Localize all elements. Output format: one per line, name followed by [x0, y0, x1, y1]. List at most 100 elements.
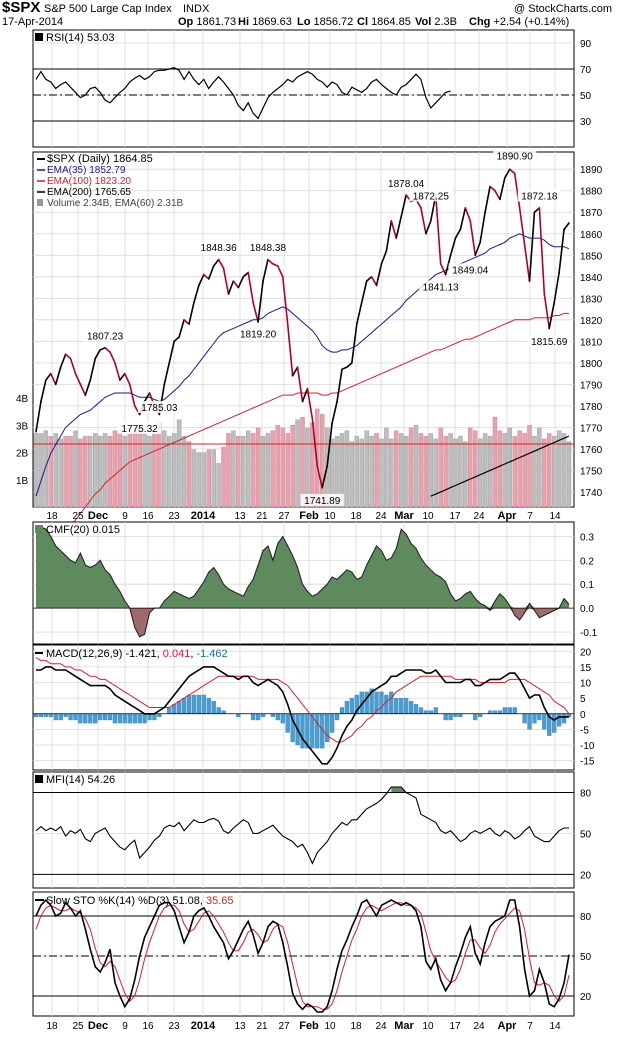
panel-rsi: 30 50 70 90 RSI(14) 53.03: [32, 29, 592, 148]
legend-swatch: [35, 33, 43, 41]
panel-title-part: Slow STO %K(14) %D(3) 51.08,: [46, 895, 206, 907]
volume-bar: [517, 430, 522, 508]
volume-bar: [473, 430, 478, 508]
quote-label: Op: [178, 16, 196, 28]
x-tick-label: 2014: [191, 1020, 216, 1032]
annotation-bg: [197, 240, 241, 253]
price-segment: [508, 168, 516, 175]
price-segment: [188, 301, 195, 325]
annotation-bg: [517, 189, 561, 202]
price-segment: [183, 319, 190, 325]
quote-op: Op 1861.73: [178, 16, 236, 28]
panel-frame: [32, 29, 575, 148]
macd-histogram-bar: [127, 713, 132, 724]
macd-histogram-bar: [443, 713, 448, 721]
copyright-label[interactable]: @ StockCharts.com: [514, 3, 612, 15]
y-tick-label: 1740: [580, 488, 603, 499]
x-axis-bottom: 18 25 Dec 9 16 23 2014 13 21 27 Feb 10 18 24 Mar 10 17 24…: [46, 1020, 561, 1032]
cmf-negative-area: [36, 608, 569, 637]
volume-bar: [241, 435, 246, 508]
y-tick-label: 0.1: [580, 580, 594, 591]
price-segment: [222, 267, 230, 295]
price-segment: [434, 194, 442, 265]
price-segment: [454, 228, 462, 239]
cmf-positive-area: [36, 526, 569, 609]
macd-histogram-bar: [102, 713, 108, 721]
price-segment: [469, 220, 477, 257]
price-segment: [89, 357, 97, 381]
y-tick-label: 70: [580, 65, 592, 76]
macd-histogram-bar: [58, 713, 63, 721]
price-segment: [272, 263, 279, 267]
macd-histogram-bar: [423, 710, 429, 714]
macd-histogram-bar: [561, 713, 567, 724]
y-tick-label: 1770: [580, 423, 603, 434]
volume-bar: [102, 433, 108, 508]
volume-bar: [137, 425, 142, 508]
quote-row: Op 1861.73 Hi 1869.63 Lo 1856.72 Cl 1864.85…: [178, 16, 569, 28]
macd-histogram-bar: [453, 713, 458, 718]
volume-bar: [285, 433, 290, 508]
price-segment: [242, 271, 250, 278]
y-tick-label: 1860: [580, 230, 603, 241]
price-segment: [281, 275, 289, 325]
volume-bar: [418, 433, 424, 508]
price-segment: [45, 372, 52, 381]
price-segment: [538, 207, 546, 295]
macd-histogram-bar: [329, 713, 335, 733]
price-segment: [237, 275, 245, 289]
x-tick-label: 24: [375, 1021, 387, 1032]
price-segment: [193, 284, 200, 304]
macd-histogram-bar: [73, 713, 78, 721]
x-tick-label: 2014: [191, 510, 216, 522]
x-tick-label: 18: [46, 511, 58, 522]
panel-frame: [32, 771, 575, 889]
y-tick-label: -15: [580, 757, 595, 768]
price-segment: [380, 250, 388, 265]
macd-histogram-bar: [117, 713, 123, 724]
price-annotation: 1849.04: [452, 265, 489, 276]
macd-histogram-bar: [112, 713, 118, 724]
macd-line: [36, 666, 569, 765]
price-segment: [54, 366, 62, 386]
macd-histogram-bar: [394, 697, 399, 714]
volume-bar: [216, 463, 221, 508]
volume-tick-label: 4B: [16, 394, 29, 405]
x-tick-label: Mar: [394, 510, 414, 522]
annotation-bg: [246, 240, 290, 253]
volume-bar: [502, 433, 508, 508]
price-segment: [173, 336, 180, 343]
price-segment: [444, 254, 452, 276]
price-segment: [50, 372, 57, 386]
volume-bar: [423, 435, 429, 508]
y-tick-label: 1850: [580, 251, 603, 262]
volume-bar: [88, 435, 93, 508]
price-annotation: 1807.23: [87, 331, 124, 342]
volume-bar: [379, 438, 384, 508]
price-segment: [464, 207, 472, 222]
macd-histogram-bar: [186, 694, 192, 714]
price-segment: [296, 366, 304, 403]
macd-histogram-bar: [191, 694, 197, 714]
volume-bar: [389, 438, 394, 508]
price-segment: [518, 207, 526, 246]
price-segment: [217, 258, 225, 269]
panel-macd: -15 -10 -5 0 5 10 15 20 MACD(12,26,9) -1.421, 0.…: [32, 644, 595, 771]
volume-bar: [413, 425, 419, 508]
x-tick-label: Apr: [498, 1020, 518, 1032]
volume-bar: [245, 430, 251, 508]
macd-histogram-bar: [349, 697, 354, 714]
price-annotation: 1872.18: [521, 192, 558, 203]
price-segment: [119, 372, 126, 381]
price-segment: [227, 280, 235, 295]
price-segment: [390, 220, 398, 239]
price-segment: [306, 387, 314, 420]
price-segment: [548, 301, 555, 330]
ema35-line: [35, 233, 570, 497]
price-segment: [365, 275, 373, 282]
annotation-bg: [83, 329, 127, 342]
macd-histogram-bar: [88, 713, 93, 724]
price-segment: [316, 465, 324, 489]
price-segment: [207, 265, 215, 280]
